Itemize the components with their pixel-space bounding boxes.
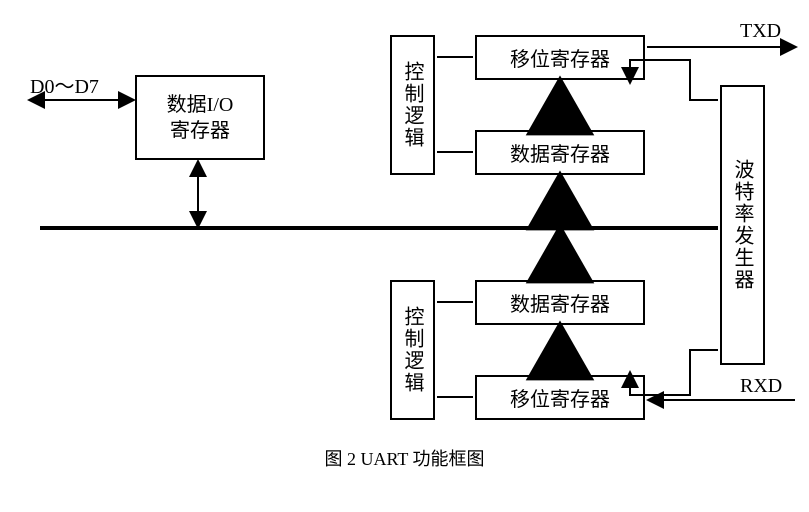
box-label: 数据I/O 寄存器 — [167, 92, 234, 144]
box-label: 移位寄存器 — [510, 383, 610, 412]
box-rx-shift-register: 移位寄存器 — [475, 375, 645, 420]
label-txd: TXD — [740, 20, 781, 43]
box-baud-generator: 波特率发生器 — [720, 85, 765, 365]
box-tx-shift-register: 移位寄存器 — [475, 35, 645, 80]
box-data-io-register: 数据I/O 寄存器 — [135, 75, 265, 160]
box-control-logic-bottom: 控制逻辑 — [390, 280, 435, 420]
box-label: 控制逻辑 — [398, 61, 427, 149]
box-label: 数据寄存器 — [510, 138, 610, 167]
label-d0-d7: D0～D7 — [30, 70, 99, 99]
box-control-logic-top: 控制逻辑 — [390, 35, 435, 175]
diagram-canvas: 数据I/O 寄存器 移位寄存器 数据寄存器 数据寄存器 移位寄存器 控制逻辑 控… — [0, 0, 809, 512]
box-tx-data-register: 数据寄存器 — [475, 130, 645, 175]
figure-caption: 图 2 UART 功能框图 — [0, 445, 809, 471]
box-rx-data-register: 数据寄存器 — [475, 280, 645, 325]
box-label: 波特率发生器 — [728, 159, 757, 291]
box-label: 移位寄存器 — [510, 43, 610, 72]
label-rxd: RXD — [740, 375, 782, 398]
box-label: 控制逻辑 — [398, 306, 427, 394]
box-label: 数据寄存器 — [510, 288, 610, 317]
